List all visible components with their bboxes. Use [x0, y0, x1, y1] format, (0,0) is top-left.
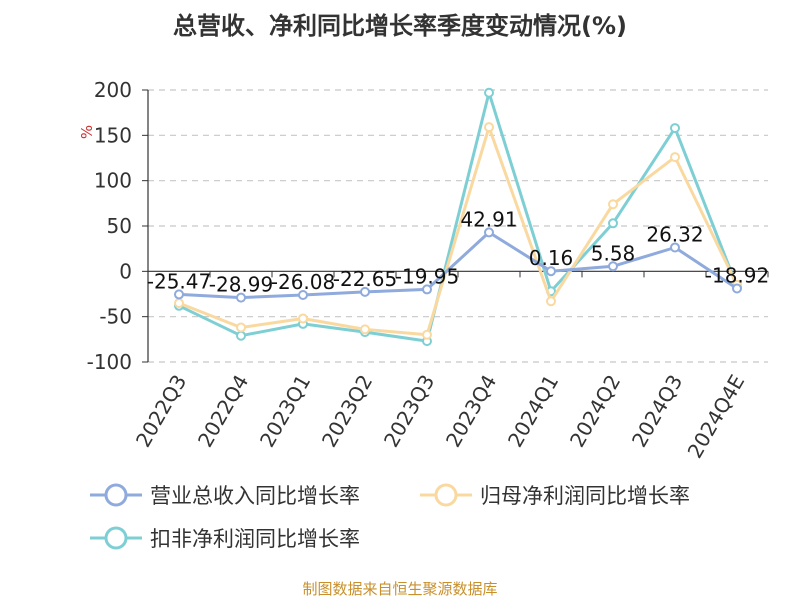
data-point-revenue[interactable]: [484, 227, 494, 238]
legend-net-profit-icon: [420, 483, 472, 507]
x-tick-label: 2024Q1: [503, 371, 563, 452]
data-point-net-profit[interactable]: [422, 329, 432, 340]
data-point-net-profit[interactable]: [546, 296, 556, 307]
data-label-revenue: 42.91: [460, 207, 517, 231]
y-tick-label: -100: [87, 350, 132, 374]
x-tick-label: 2022Q3: [131, 371, 191, 452]
x-tick-label: 2023Q4: [441, 371, 501, 452]
legend-item-net-profit[interactable]: 归母净利润同比增长率: [420, 480, 690, 510]
y-tick-label: 100: [94, 169, 132, 193]
data-label-revenue: 26.32: [646, 222, 703, 246]
data-point-net-profit[interactable]: [236, 322, 246, 333]
data-point-revenue[interactable]: [732, 283, 742, 294]
y-tick-label: 50: [107, 214, 132, 238]
series-line-revenue: [178, 230, 738, 300]
data-point-net-profit[interactable]: [360, 324, 370, 335]
series-line-net-profit: [178, 125, 739, 337]
data-point-revenue[interactable]: [236, 292, 246, 303]
x-tick-label: 2024Q3: [627, 371, 687, 452]
data-label-revenue: -18.92: [705, 263, 769, 287]
data-point-deducted-profit[interactable]: [484, 87, 494, 98]
data-point-deducted-profit[interactable]: [608, 218, 618, 229]
data-label-revenue: 5.58: [591, 241, 636, 265]
x-tick-label: 2022Q4: [193, 371, 253, 452]
legend-deducted-profit-icon: [90, 526, 142, 550]
data-point-revenue[interactable]: [422, 284, 432, 295]
x-tick-label: 2023Q3: [379, 371, 439, 452]
data-labels: -25.47-28.99-26.08-22.65-19.95 42.91 0.16 5…: [147, 207, 769, 296]
series-line-deducted-profit: [178, 91, 739, 343]
y-tick-label: 150: [94, 123, 132, 147]
data-label-revenue: -25.47: [147, 269, 211, 293]
legend-label-deducted-profit: 扣非净利润同比增长率: [150, 527, 360, 551]
y-tick-label: 200: [94, 78, 132, 102]
source-note: 制图数据来自恒生聚源数据库: [302, 580, 498, 598]
data-point-revenue[interactable]: [608, 261, 618, 272]
y-tick-label: 0: [119, 259, 132, 283]
data-label-revenue: -19.95: [395, 264, 459, 288]
data-point-net-profit[interactable]: [484, 122, 494, 133]
x-tick-label: 2023Q1: [255, 371, 315, 452]
data-point-deducted-profit[interactable]: [236, 330, 246, 341]
data-point-revenue[interactable]: [670, 242, 680, 253]
legend-label-net-profit: 归母净利润同比增长率: [480, 484, 690, 508]
data-point-net-profit[interactable]: [670, 152, 680, 163]
legend-revenue-icon: [90, 483, 142, 507]
data-point-revenue[interactable]: [298, 289, 308, 300]
legend-item-revenue[interactable]: 营业总收入同比增长率: [90, 480, 360, 510]
data-point-revenue[interactable]: [546, 266, 556, 277]
x-tick-label: 2024Q4E: [683, 371, 750, 463]
data-point-net-profit[interactable]: [298, 313, 308, 324]
legend-item-deducted-profit[interactable]: 扣非净利润同比增长率: [90, 523, 360, 553]
data-point-revenue[interactable]: [360, 286, 370, 297]
legend-label-revenue: 营业总收入同比增长率: [150, 484, 360, 508]
grid-lines: [148, 89, 768, 363]
y-tick-label: -50: [99, 305, 132, 329]
data-label-revenue: -28.99: [209, 273, 273, 297]
x-tick-label: 2024Q2: [565, 371, 625, 452]
data-point-revenue[interactable]: [174, 289, 184, 300]
data-point-deducted-profit[interactable]: [670, 123, 680, 134]
data-point-net-profit[interactable]: [174, 298, 184, 309]
y-axis-unit: %: [78, 125, 96, 139]
series-lines: [174, 87, 742, 347]
data-label-revenue: -26.08: [271, 270, 335, 294]
chart-title: 总营收、净利同比增长率季度变动情况(%): [173, 12, 627, 40]
data-label-revenue: 0.16: [529, 246, 574, 270]
x-tick-label: 2023Q2: [317, 371, 377, 452]
data-label-revenue: -22.65: [333, 267, 397, 291]
data-point-net-profit[interactable]: [608, 199, 618, 210]
